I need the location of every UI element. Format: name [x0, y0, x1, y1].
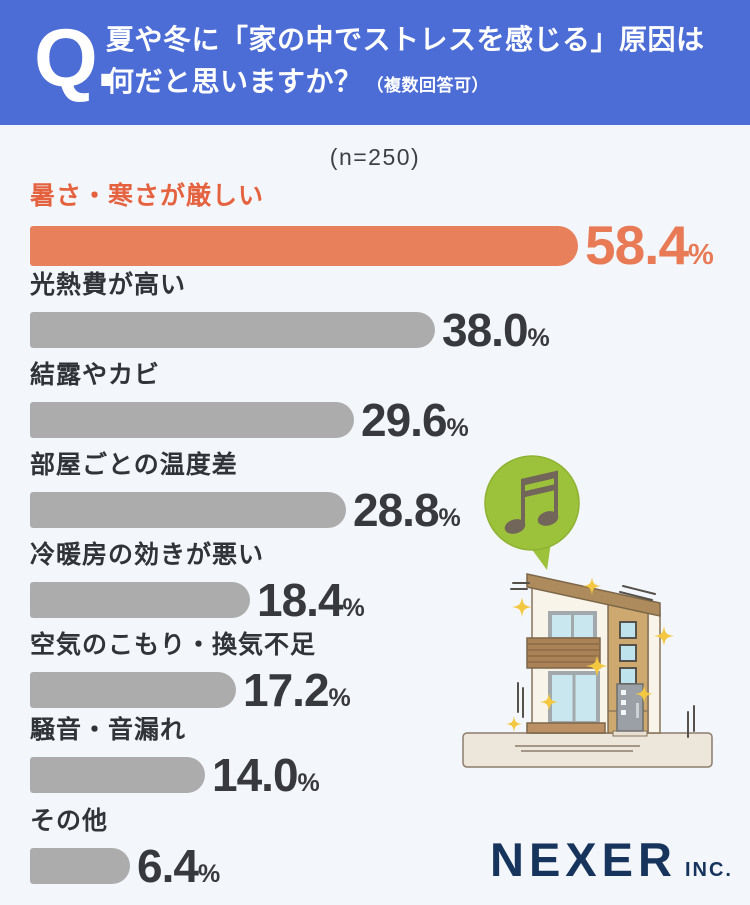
percent-sign: % [446, 414, 469, 442]
percent-sign: % [527, 324, 550, 352]
chart-row: 部屋ごとの温度差 28.8% [30, 449, 461, 533]
bar [30, 672, 236, 708]
chart-row: 光熱費が高い 38.0% [30, 269, 550, 353]
bar [30, 312, 435, 348]
value-label: 18.4% [257, 574, 365, 626]
nexer-logo-suffix: INC. [684, 859, 733, 881]
speech-bubble-icon [484, 455, 580, 570]
question-title-line2: 何だと思いますか？ （複数回答可） [106, 65, 490, 97]
chart-row: 空気のこもり・換気不足 17.2% [30, 629, 351, 713]
value-label: 29.6% [361, 394, 469, 446]
sparkle-icon [506, 577, 674, 732]
sample-size-label: (n=250) [329, 144, 421, 170]
chart-row: 結露やカビ 29.6% [30, 359, 469, 443]
nexer-logo: NEXER INC. [490, 836, 740, 883]
bar [30, 402, 354, 438]
question-title: 夏や冬に「家の中でストレスを感じる」原因は 何だと思いますか？ （複数回答可） [106, 21, 705, 101]
bar [30, 757, 205, 793]
chart-row: 騒音・音漏れ 14.0% [30, 714, 320, 798]
house-icon [462, 573, 713, 768]
category-label: 光熱費が高い [30, 271, 187, 299]
house-illustration [462, 455, 713, 768]
value-label: 6.4% [137, 840, 221, 892]
category-label: 結露やカビ [30, 361, 161, 389]
chart-row: その他 6.4% [30, 805, 220, 889]
music-note-icon [504, 470, 559, 534]
chart-row: 冷暖房の効きが悪い 18.4% [30, 539, 365, 623]
category-label: 暑さ・寒さが厳しい [30, 182, 265, 210]
accent-lines [510, 582, 695, 738]
category-label: 空気のこもり・換気不足 [30, 631, 317, 659]
percent-sign: % [438, 504, 461, 532]
percent-sign: % [197, 860, 221, 888]
value-label: 17.2% [243, 664, 351, 716]
category-label: 騒音・音漏れ [30, 716, 187, 744]
bar [30, 492, 346, 528]
chart-row: 暑さ・寒さが厳しい 58.4% [30, 180, 714, 273]
q-mark: Q. [34, 13, 119, 104]
category-label: 冷暖房の効きが悪い [30, 541, 265, 569]
question-header: Q. 夏や冬に「家の中でストレスを感じる」原因は 何だと思いますか？ （複数回答可… [0, 0, 750, 125]
bar [30, 225, 578, 266]
percent-sign: % [688, 239, 714, 271]
percent-sign: % [342, 594, 365, 622]
bar [30, 848, 130, 884]
door-icon [612, 683, 648, 737]
value-label: 58.4% [585, 214, 714, 276]
nexer-logo-text: NEXER [490, 833, 677, 886]
percent-sign: % [328, 684, 351, 712]
category-label: 部屋ごとの温度差 [30, 451, 238, 479]
value-label: 28.8% [353, 484, 461, 536]
multiple-answer-note: （複数回答可） [366, 75, 490, 95]
value-label: 14.0% [212, 749, 320, 801]
percent-sign: % [297, 769, 320, 797]
category-label: その他 [30, 807, 109, 835]
value-label: 38.0% [442, 304, 550, 356]
bar [30, 582, 250, 618]
question-title-line1: 夏や冬に「家の中でストレスを感じる」原因は [106, 24, 705, 55]
